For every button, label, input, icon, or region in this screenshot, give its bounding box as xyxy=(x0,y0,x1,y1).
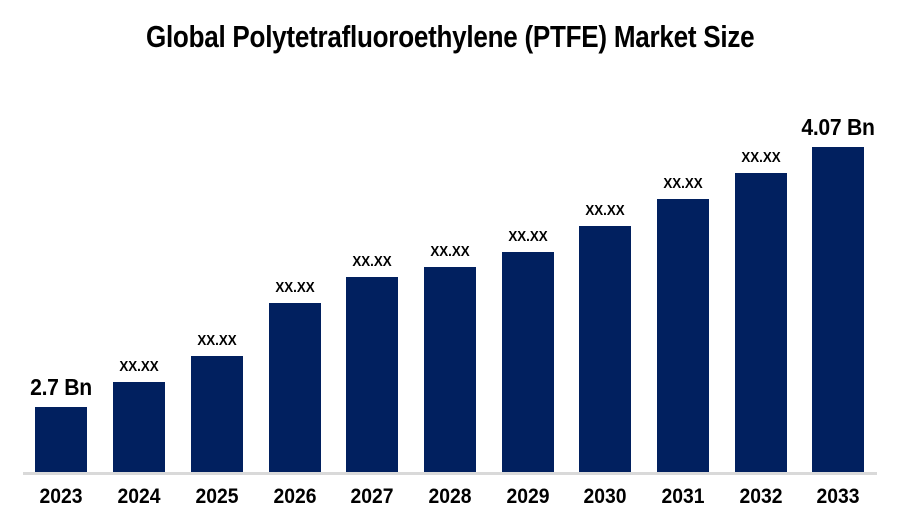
bar-2024 xyxy=(113,382,166,472)
bar-value-label-2032: XX.XX xyxy=(741,149,781,166)
x-tick-label-2030: 2030 xyxy=(583,485,627,508)
bar-group-2026: XX.XX 2026 xyxy=(256,0,334,525)
bar-value-label-2025: XX.XX xyxy=(197,332,237,349)
bar-value-label-2030: XX.XX xyxy=(585,202,626,219)
bar-2027 xyxy=(346,277,399,472)
bar-2029 xyxy=(501,252,554,472)
bar-2033 xyxy=(812,147,865,472)
x-tick-label-2023: 2023 xyxy=(39,485,83,508)
x-tick-label-2032: 2032 xyxy=(739,485,783,508)
bar-2023 xyxy=(35,407,88,472)
x-tick-label-2027: 2027 xyxy=(350,485,394,508)
bar-2025 xyxy=(190,356,243,472)
bar-2026 xyxy=(268,303,321,472)
chart-title: Global Polytetrafluoroethylene (PTFE) Ma… xyxy=(0,19,900,54)
x-tick-label-2031: 2031 xyxy=(661,485,705,508)
bar-value-label-2026: XX.XX xyxy=(274,279,315,296)
bar-value-label-2027: XX.XX xyxy=(352,253,392,270)
bar-value-label-2023: 2.7 Bn xyxy=(30,374,93,400)
bar-2028 xyxy=(423,267,476,472)
bar-value-label-2033: 4.07 Bn xyxy=(801,114,876,140)
x-tick-label-2024: 2024 xyxy=(117,485,161,508)
bar-2032 xyxy=(734,173,787,472)
bar-group-2027: XX.XX 2027 xyxy=(333,0,411,525)
x-tick-label-2026: 2026 xyxy=(273,485,317,508)
x-tick-label-2025: 2025 xyxy=(195,485,239,508)
bar-value-label-2028: XX.XX xyxy=(430,243,470,260)
chart-title-text: Global Polytetrafluoroethylene (PTFE) Ma… xyxy=(145,19,755,54)
bar-group-2032: XX.XX 2032 xyxy=(722,0,800,525)
bar-group-2031: XX.XX 2031 xyxy=(644,0,722,525)
bar-group-2029: XX.XX 2029 xyxy=(489,0,567,525)
x-axis-line xyxy=(23,472,877,475)
bar-value-label-2024: XX.XX xyxy=(119,358,159,375)
bar-group-2025: XX.XX 2025 xyxy=(178,0,256,525)
x-tick-label-2033: 2033 xyxy=(816,485,860,508)
bar-value-label-2031: XX.XX xyxy=(663,175,703,192)
bar-value-label-2029: XX.XX xyxy=(508,228,548,245)
bar-group-2028: XX.XX 2028 xyxy=(411,0,489,525)
bar-group-2033: 4.07 Bn 2033 xyxy=(800,0,878,525)
bar-2031 xyxy=(657,199,710,472)
x-tick-label-2028: 2028 xyxy=(428,485,472,508)
bar-group-2023: 2.7 Bn 2023 xyxy=(23,0,101,525)
bar-group-2024: XX.XX 2024 xyxy=(100,0,178,525)
bar-group-2030: XX.XX 2030 xyxy=(567,0,645,525)
x-tick-label-2029: 2029 xyxy=(506,485,550,508)
bar-2030 xyxy=(579,226,632,472)
